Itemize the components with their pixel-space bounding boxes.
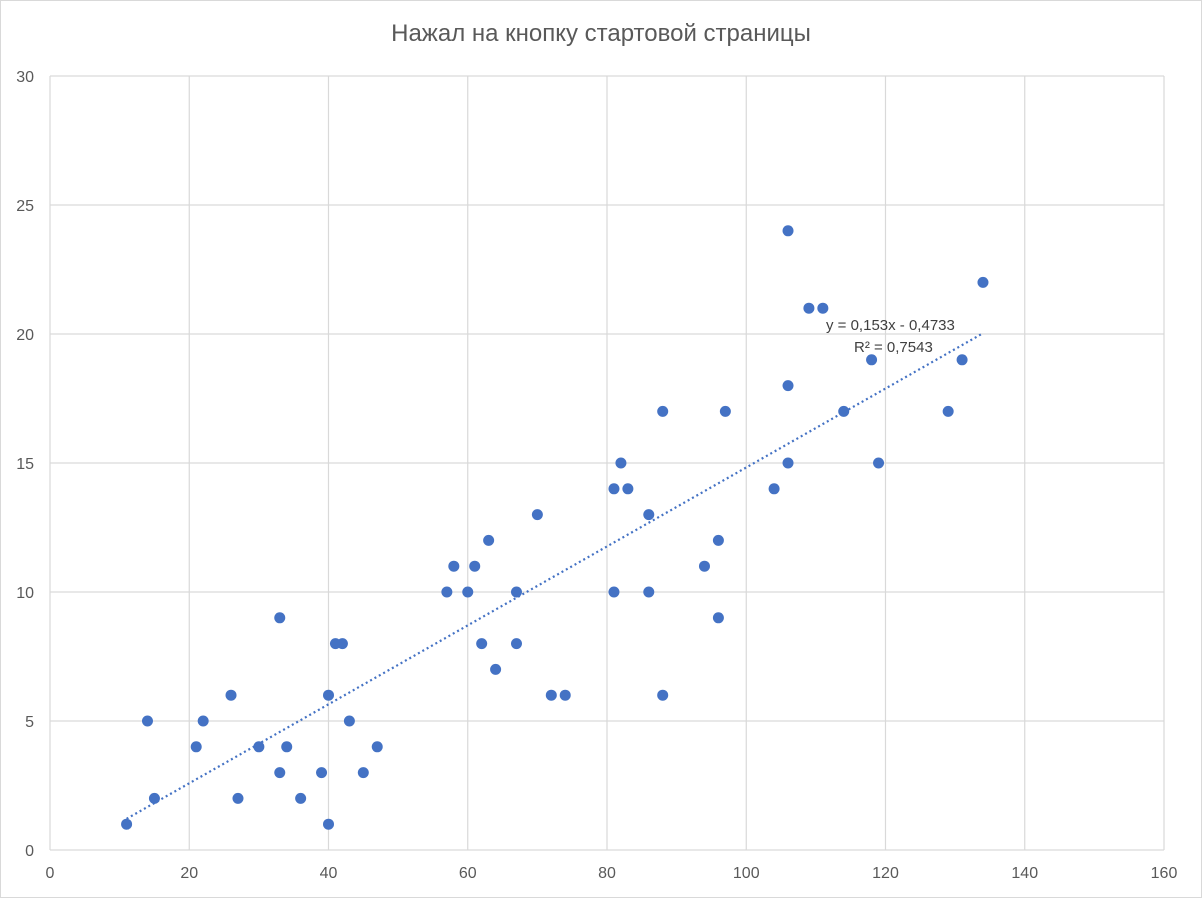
data-point — [295, 792, 307, 804]
data-point — [469, 560, 481, 572]
data-point — [838, 405, 850, 417]
chart-title: Нажал на кнопку стартовой страницы — [391, 20, 811, 47]
data-point — [448, 560, 460, 572]
data-point — [712, 612, 724, 624]
data-point — [608, 483, 620, 495]
data-point — [343, 715, 355, 727]
data-point — [942, 405, 954, 417]
x-tick-label: 60 — [459, 865, 477, 882]
y-tick-label: 0 — [25, 843, 34, 860]
data-point — [873, 457, 885, 469]
data-point — [336, 638, 348, 650]
x-tick-label: 100 — [733, 865, 760, 882]
data-point — [483, 534, 495, 546]
data-point — [977, 276, 989, 288]
data-point — [510, 586, 522, 598]
data-point — [148, 792, 160, 804]
x-tick-label: 120 — [872, 865, 899, 882]
data-point — [719, 405, 731, 417]
data-point — [608, 586, 620, 598]
data-point — [866, 354, 878, 366]
data-point — [323, 818, 334, 830]
data-point — [121, 818, 133, 830]
data-point — [441, 586, 453, 598]
y-tick-label: 10 — [16, 585, 34, 602]
data-point — [490, 663, 502, 675]
data-points — [121, 225, 989, 830]
data-point — [768, 483, 780, 495]
data-point — [323, 689, 334, 701]
data-point — [712, 534, 724, 546]
x-tick-label: 40 — [320, 865, 338, 882]
data-point — [643, 586, 655, 598]
data-point — [559, 689, 571, 701]
data-point — [698, 560, 710, 572]
data-point — [197, 715, 209, 727]
data-point — [531, 509, 543, 521]
data-point — [782, 457, 794, 469]
data-point — [225, 689, 237, 701]
data-point — [316, 767, 328, 779]
axes: 0 5 10 15 20 25 30 0 20 40 60 80 100 120 140 160 — [16, 69, 1177, 882]
x-tick-label: 80 — [598, 865, 616, 882]
data-point — [141, 715, 153, 727]
data-point — [956, 354, 968, 366]
x-tick-label: 140 — [1011, 865, 1038, 882]
data-point — [462, 586, 474, 598]
data-point — [657, 689, 669, 701]
data-point — [622, 483, 634, 495]
x-tick-label: 160 — [1151, 865, 1178, 882]
data-point — [803, 302, 815, 314]
data-point — [817, 302, 829, 314]
y-tick-label: 5 — [25, 714, 34, 731]
data-point — [190, 741, 202, 753]
x-tick-label: 0 — [46, 865, 55, 882]
data-point — [657, 405, 669, 417]
data-point — [357, 767, 369, 779]
y-tick-label: 25 — [16, 198, 34, 215]
data-point — [281, 741, 293, 753]
y-tick-label: 30 — [16, 69, 34, 86]
grid — [50, 75, 1165, 850]
data-point — [510, 638, 522, 650]
y-tick-label: 15 — [16, 456, 34, 473]
data-point — [476, 638, 488, 650]
data-point — [782, 380, 794, 392]
x-tick-label: 20 — [180, 865, 198, 882]
trendline-r2: R² = 0,7543 — [854, 339, 933, 356]
trendline-labels: y = 0,153x - 0,4733 R² = 0,7543 — [826, 317, 955, 356]
data-point — [545, 689, 557, 701]
data-point — [253, 741, 265, 753]
trendline-equation: y = 0,153x - 0,4733 — [826, 317, 955, 334]
data-point — [371, 741, 383, 753]
y-tick-label: 20 — [16, 327, 34, 344]
data-point — [232, 792, 244, 804]
data-point — [643, 509, 655, 521]
data-point — [274, 767, 286, 779]
data-point — [782, 225, 794, 237]
data-point — [615, 457, 627, 469]
data-point — [274, 612, 286, 624]
